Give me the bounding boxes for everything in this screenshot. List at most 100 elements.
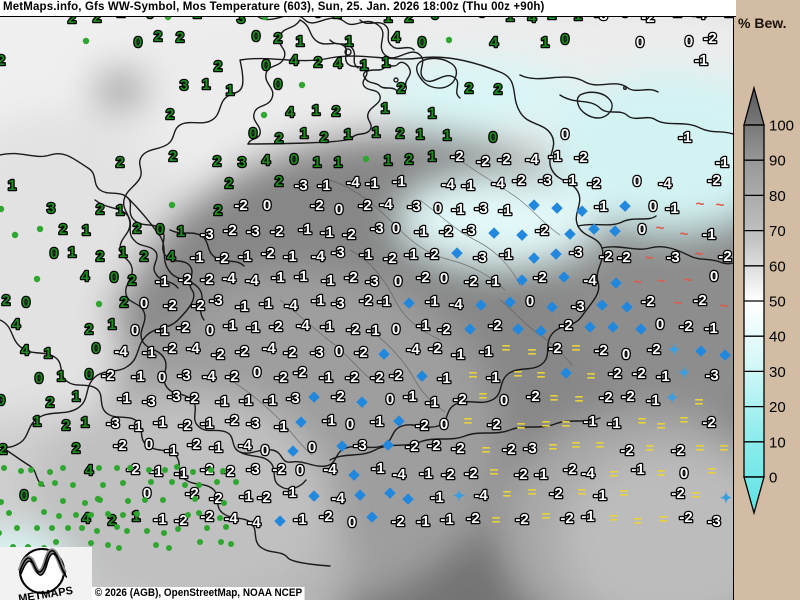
svg-text:2: 2 — [169, 148, 177, 165]
svg-text:◆: ◆ — [558, 268, 570, 285]
svg-text:-2: -2 — [679, 318, 692, 335]
svg-text:1: 1 — [384, 152, 392, 169]
svg-text:-3: -3 — [370, 220, 383, 237]
svg-text:-3: -3 — [167, 388, 180, 405]
svg-text:-2: -2 — [574, 149, 587, 166]
svg-text:4: 4 — [490, 34, 499, 51]
svg-text:2: 2 — [62, 417, 70, 434]
svg-text:-2: -2 — [257, 489, 270, 506]
svg-text:-1: -1 — [319, 369, 332, 386]
svg-text:0: 0 — [131, 322, 139, 339]
svg-text:-3: -3 — [407, 198, 420, 215]
svg-text:~: ~ — [684, 272, 693, 289]
svg-text:-2: -2 — [428, 340, 441, 357]
svg-text:=: = — [549, 439, 558, 456]
svg-text:-2: -2 — [113, 437, 126, 454]
svg-text:=: = — [620, 485, 629, 502]
svg-text:-2: -2 — [215, 250, 228, 267]
svg-text:1: 1 — [8, 177, 16, 194]
svg-text:~: ~ — [716, 197, 725, 214]
svg-text:-3: -3 — [571, 298, 584, 315]
svg-text:0: 0 — [434, 200, 442, 217]
svg-text:~: ~ — [696, 196, 705, 213]
svg-text:-2: -2 — [703, 30, 716, 47]
svg-text:◆: ◆ — [356, 393, 368, 410]
svg-text:-1: -1 — [631, 461, 644, 478]
svg-text:1: 1 — [428, 148, 436, 165]
svg-text:2: 2 — [405, 151, 413, 168]
svg-text:-3: -3 — [473, 249, 486, 266]
svg-text:-2: -2 — [209, 490, 222, 507]
svg-text:3: 3 — [238, 154, 246, 171]
svg-text:-2: -2 — [464, 465, 477, 482]
svg-text:-4: -4 — [392, 466, 406, 483]
svg-text:-3: -3 — [707, 513, 720, 530]
svg-text:-1: -1 — [283, 248, 296, 265]
svg-text:-1: -1 — [607, 415, 620, 432]
svg-text:◆: ◆ — [378, 345, 390, 362]
svg-text:-2: -2 — [269, 318, 282, 335]
svg-text:-1: -1 — [404, 246, 417, 263]
svg-text:20: 20 — [769, 399, 786, 416]
svg-text:4: 4 — [262, 152, 271, 169]
svg-text:-2: -2 — [559, 317, 572, 334]
svg-text:0: 0 — [262, 57, 270, 74]
svg-text:0: 0 — [440, 270, 448, 287]
svg-text:-1: -1 — [486, 273, 499, 290]
svg-text:-1: -1 — [215, 393, 228, 410]
svg-text:70: 70 — [769, 223, 786, 240]
svg-text:=: = — [634, 513, 643, 530]
svg-text:100: 100 — [769, 118, 794, 135]
svg-text:0: 0 — [145, 436, 153, 453]
svg-text:-2: -2 — [211, 346, 224, 363]
svg-text:0: 0 — [561, 31, 569, 48]
svg-text:0: 0 — [649, 198, 657, 215]
svg-text:0: 0 — [633, 173, 641, 190]
svg-text:◆: ◆ — [535, 322, 547, 339]
svg-text:-1: -1 — [702, 226, 715, 243]
svg-text:1: 1 — [428, 105, 436, 122]
svg-text:◆: ◆ — [550, 245, 562, 262]
svg-text:1: 1 — [226, 82, 234, 99]
svg-text:-2: -2 — [178, 271, 191, 288]
svg-text:=: = — [502, 340, 511, 357]
svg-text:0: 0 — [392, 220, 400, 237]
svg-text:1: 1 — [116, 202, 124, 219]
svg-text:-3: -3 — [142, 393, 155, 410]
svg-text:1: 1 — [313, 154, 321, 171]
svg-text:-2: -2 — [707, 172, 720, 189]
svg-text:-2: -2 — [526, 388, 539, 405]
svg-text:-2: -2 — [450, 148, 463, 165]
svg-text:1: 1 — [334, 154, 342, 171]
svg-text:◆: ◆ — [451, 244, 463, 261]
svg-text:◆: ◆ — [475, 296, 487, 313]
svg-text:0: 0 — [296, 462, 304, 479]
svg-text:-2: -2 — [621, 388, 634, 405]
svg-text:-1: -1 — [694, 52, 707, 69]
svg-text:-1: -1 — [322, 412, 335, 429]
svg-text:1: 1 — [68, 244, 76, 261]
svg-text:-2: -2 — [487, 416, 500, 433]
svg-text:◆: ◆ — [516, 226, 528, 243]
svg-text:=: = — [542, 508, 551, 525]
svg-text:0: 0 — [418, 34, 426, 51]
svg-text:-4: -4 — [491, 175, 505, 192]
svg-text:-2: -2 — [345, 369, 358, 386]
svg-text:3: 3 — [47, 200, 55, 217]
svg-text:2: 2 — [213, 153, 221, 170]
svg-text:✦: ✦ — [668, 342, 681, 359]
svg-text:=: = — [542, 416, 551, 433]
svg-text:◆: ◆ — [546, 298, 558, 315]
svg-text:2: 2 — [214, 58, 222, 75]
svg-text:-4: -4 — [222, 270, 236, 287]
svg-text:-2: -2 — [354, 344, 367, 361]
svg-text:-2: -2 — [693, 292, 706, 309]
svg-text:2: 2 — [275, 130, 283, 147]
svg-text:=: = — [720, 440, 729, 457]
svg-text:-2: -2 — [261, 245, 274, 262]
svg-text:0: 0 — [50, 245, 58, 262]
svg-text:0: 0 — [0, 392, 5, 409]
svg-text:4: 4 — [85, 462, 94, 479]
svg-text:3: 3 — [180, 77, 188, 94]
svg-text:2: 2 — [320, 129, 328, 146]
